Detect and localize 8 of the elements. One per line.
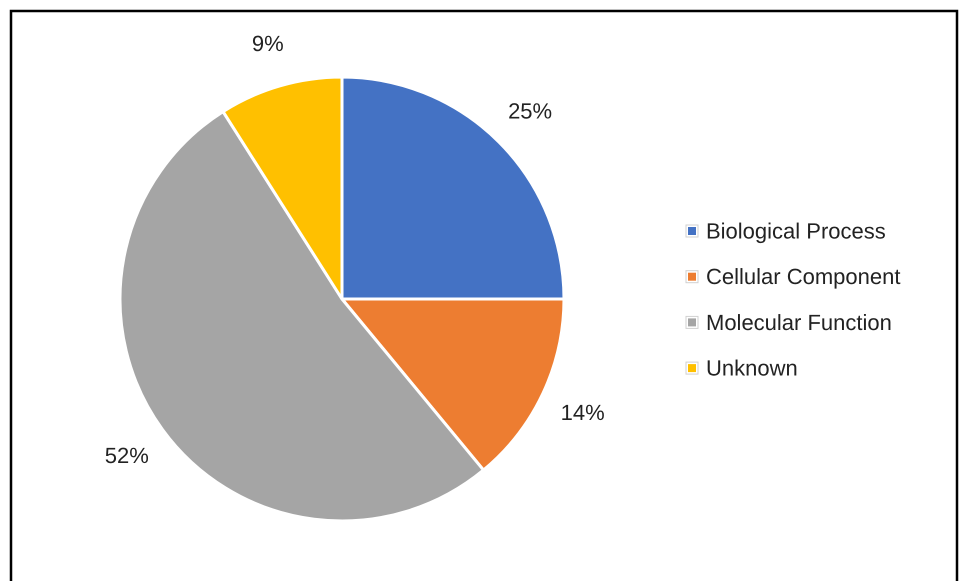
data-label: 52% [104,442,149,468]
data-label: 25% [508,98,552,124]
legend-label: Cellular Component [706,264,900,290]
legend-label: Molecular Function [706,310,892,335]
data-label: 9% [252,31,284,56]
data-label: 14% [560,400,605,425]
legend-label: Unknown [706,356,798,381]
legend-label: Biological Process [706,218,886,244]
